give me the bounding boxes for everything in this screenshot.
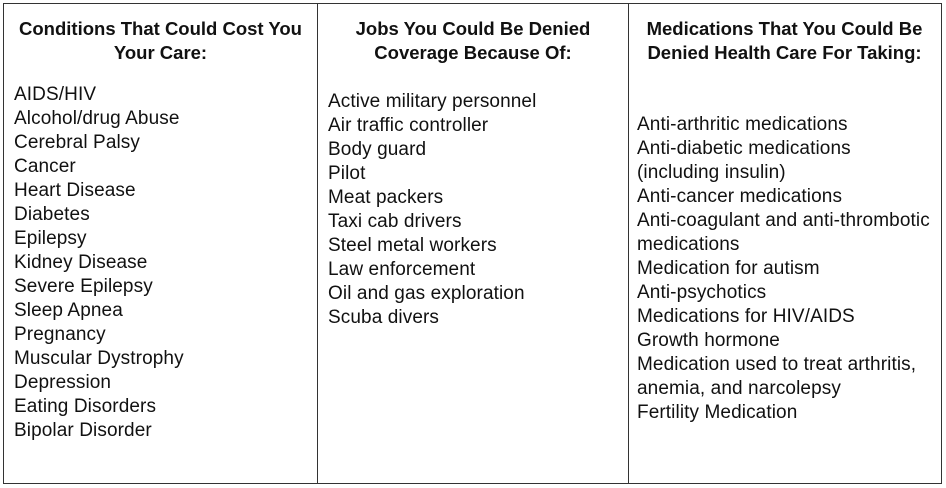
condition-item: Alcohol/drug Abuse [14,108,180,129]
job-item: Taxi cab drivers [328,211,462,232]
conditions-column: Conditions That Could Cost You Your Care… [4,4,317,483]
condition-item: Bipolar Disorder [14,420,152,441]
condition-item: Cerebral Palsy [14,132,141,153]
medication-item: Growth hormone [637,330,780,351]
conditions-heading: Conditions That Could Cost You Your Care… [19,18,302,63]
job-item: Steel metal workers [328,235,497,256]
job-item: Body guard [328,139,427,160]
coverage-denial-table: Conditions That Could Cost You Your Care… [3,3,942,484]
condition-item: Pregnancy [14,324,106,345]
jobs-list: Active military personnel Air traffic con… [328,90,622,330]
condition-item: Eating Disorders [14,396,157,417]
job-item: Scuba divers [328,307,440,328]
medication-item: Anti-diabetic medications (including ins… [637,138,851,183]
medication-item: Anti-coagulant and anti-thrombotic medic… [637,210,930,255]
condition-item: Cancer [14,156,76,177]
condition-item: AIDS/HIV [14,84,97,105]
medication-item: Medications for HIV/AIDS [637,306,855,327]
conditions-list: AIDS/HIV Alcohol/drug Abuse Cerebral Palsy… [14,83,311,443]
job-item: Active military personnel [328,91,537,112]
condition-item: Diabetes [14,204,90,225]
condition-item: Heart Disease [14,180,136,201]
job-item: Law enforcement [328,259,476,280]
medication-item: Anti-cancer medications [637,186,843,207]
condition-item: Depression [14,372,112,393]
condition-item: Severe Epilepsy [14,276,153,297]
medications-list: Anti-arthritic medications Anti-diabetic … [637,113,930,425]
job-item: Pilot [328,163,366,184]
condition-item: Muscular Dystrophy [14,348,184,369]
medication-item: Anti-arthritic medications [637,114,848,135]
medications-column: Medications That You Could Be Denied Hea… [628,4,940,483]
job-item: Meat packers [328,187,444,208]
medication-item: Medication for autism [637,258,820,279]
jobs-heading: Jobs You Could Be Denied Coverage Becaus… [355,18,591,63]
jobs-column: Jobs You Could Be Denied Coverage Becaus… [317,4,628,483]
condition-item: Sleep Apnea [14,300,123,321]
condition-item: Epilepsy [14,228,87,249]
medications-heading: Medications That You Could Be Denied Hea… [646,18,923,63]
medication-item: Anti-psychotics [637,282,767,303]
medication-item: Medication used to treat arthritis, anem… [637,354,917,399]
job-item: Air traffic controller [328,115,489,136]
job-item: Oil and gas exploration [328,283,525,304]
medication-item: Fertility Medication [637,402,798,423]
condition-item: Kidney Disease [14,252,148,273]
